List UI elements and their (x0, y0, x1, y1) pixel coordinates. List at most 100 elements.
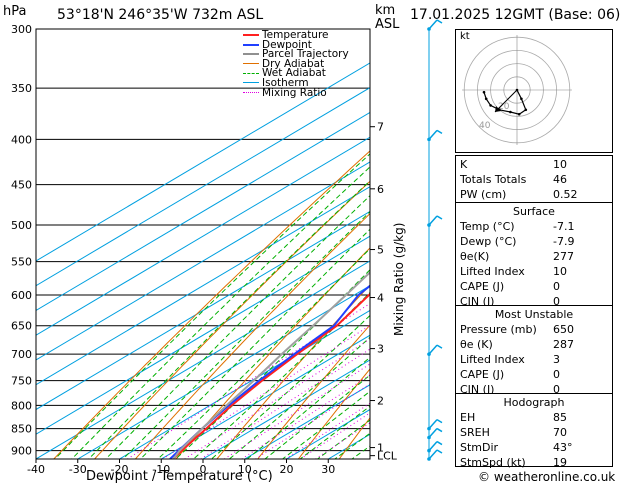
wind-barb-flag (436, 19, 443, 24)
pressure-tick-label: 400 (11, 133, 32, 146)
pressure-tick-label: 650 (11, 320, 32, 333)
wind-barb-shaft (428, 428, 438, 439)
surface-value: 0 (553, 280, 560, 293)
parcel-trajectory (172, 270, 370, 459)
pressure-tick-label: 800 (11, 399, 32, 412)
height-unit-km: km (375, 3, 396, 18)
hodo-label: StmDir (460, 441, 499, 454)
height-tick-label: 2 (377, 395, 384, 408)
x-axis-label: Dewpoint / Temperature (°C) (86, 469, 273, 484)
surface-value: -7.1 (553, 220, 575, 233)
mu-label: Pressure (mb) (460, 323, 537, 336)
surface-row: CIN (J) 0 (456, 294, 612, 309)
pressure-tick-label: 450 (11, 179, 32, 192)
hodograph-point (489, 104, 492, 107)
isotherm-line (36, 210, 370, 411)
surface-label: θe(K) (460, 250, 490, 263)
surface-title: Surface (513, 205, 555, 218)
mu-row: Lifted Index 3 (456, 352, 612, 367)
hodograph-point (484, 97, 488, 101)
wet-adiabat-line (246, 356, 370, 459)
pressure-tick-label: 750 (11, 375, 32, 388)
mu-value: 650 (553, 323, 574, 336)
storm-motion-arrow (494, 89, 518, 113)
wet-adiabat-line (281, 390, 370, 459)
mu-label: CAPE (J) (460, 368, 505, 381)
height-tick-label: 4 (377, 292, 384, 305)
pressure-tick-label: 500 (11, 219, 32, 232)
legend-label: Isotherm (262, 76, 309, 89)
hodograph-point (524, 108, 528, 112)
legend-swatch (243, 43, 259, 46)
isotherm-line (77, 285, 370, 459)
datetime-label: 17.01.2025 12GMT (Base: 06) (410, 7, 621, 23)
pressure-tick-label: 550 (11, 256, 32, 269)
most-unstable-panel: Most Unstable Pressure (mb) 650 θe (K) 287… (455, 305, 613, 396)
mixing-ratio-label: 20 (614, 285, 624, 294)
legend: Temperature Dewpoint Parcel Trajectory D… (243, 29, 355, 98)
hodograph-panel: 20 40 kt (455, 29, 613, 153)
wet-adiabat-line (71, 166, 370, 459)
height-tick-label: 5 (377, 244, 384, 257)
index-label: Totals Totals (460, 173, 527, 186)
wet-adiabat-line (228, 336, 370, 459)
index-row-pw: PW (cm) 0.52 (456, 187, 612, 202)
dry-adiabat-line (94, 180, 370, 459)
isotherm-line (36, 186, 370, 386)
legend-label: Dewpoint (262, 38, 312, 51)
pressure-tick-label: 300 (11, 23, 32, 36)
wind-barb-shaft (428, 449, 438, 460)
legend-label: Temperature (262, 29, 329, 41)
pressure-tick-label: 700 (11, 348, 32, 361)
hodo-label: EH (460, 411, 476, 424)
mu-value: 0 (553, 368, 560, 381)
hodo-value: 43° (553, 441, 573, 454)
legend-item-temperature: Temperature (243, 29, 355, 41)
index-value: 10 (553, 158, 567, 171)
dry-adiabat-line (135, 212, 370, 459)
hodo-value: 85 (553, 411, 567, 424)
wet-adiabat-line (105, 194, 370, 459)
height-tick-label: 1 (377, 442, 384, 455)
wet-adiabat-line (54, 153, 370, 459)
wet-adiabat-line (210, 314, 370, 459)
surface-value: -7.9 (553, 235, 575, 248)
index-row-totals: Totals Totals 46 (456, 172, 612, 187)
isotherm-line (36, 62, 370, 262)
surface-row: CAPE (J) 0 (456, 279, 612, 294)
mu-row: CAPE (J) 0 (456, 367, 612, 382)
height-tick-label: LCL (377, 450, 398, 463)
hodo-row: StmSpd (kt) 19 (456, 455, 612, 470)
isotherm-line (202, 359, 370, 459)
legend-label: Dry Adiabat (262, 57, 325, 70)
mu-value: 3 (553, 353, 560, 366)
temperature-tick-label: -10 (152, 463, 170, 476)
temperature-tick-label: -40 (27, 463, 45, 476)
mu-row: θe (K) 287 (456, 337, 612, 352)
temperature-tick-label: 10 (238, 463, 252, 476)
mu-value: 0 (553, 383, 560, 396)
legend-swatch (243, 53, 259, 56)
location-label: 53°18'N 246°35'W 732m ASL (57, 7, 264, 23)
temperature-profile (172, 292, 370, 459)
legend-item-parcel: Parcel Trajectory (243, 49, 355, 60)
wind-barb-shaft (428, 419, 438, 430)
surface-row: Dewp (°C) -7.9 (456, 234, 612, 249)
mu-value: 287 (553, 338, 574, 351)
wind-barb-flag (436, 215, 443, 220)
height-tick-label: 3 (377, 343, 384, 356)
index-value: 46 (553, 173, 567, 186)
hodograph-point (520, 97, 523, 101)
pressure-tick-label: 600 (11, 289, 32, 302)
temperature-tick-label: 30 (321, 463, 335, 476)
mu-label: θe (K) (460, 338, 493, 351)
legend-item-isotherm: Isotherm (243, 76, 355, 89)
legend-swatch (243, 92, 259, 94)
height-unit-asl: ASL (375, 17, 400, 32)
wet-adiabat-line (87, 180, 370, 459)
index-row-k: K 10 (456, 157, 612, 172)
temperature-tick-label: -30 (69, 463, 87, 476)
surface-label: Dewp (°C) (460, 235, 517, 248)
wet-adiabat-line (139, 228, 370, 459)
wind-barb-flag (436, 427, 443, 433)
